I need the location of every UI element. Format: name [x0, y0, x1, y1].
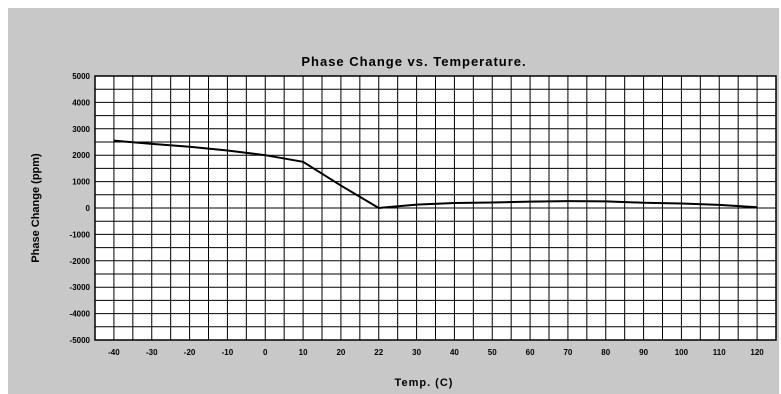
data-series	[113, 139, 758, 209]
y-tick-label: -2000	[70, 257, 91, 266]
x-tick-label: -30	[146, 348, 158, 357]
x-tick-label: 10	[299, 348, 308, 357]
x-tick-label: 80	[601, 348, 610, 357]
x-tick-labels: -40 -30 -20 -10 0 10 20 22 30 40 50 60 70 80 90 100 110 1…	[108, 348, 764, 357]
x-tick-label: 0	[263, 348, 268, 357]
x-tick-label: 30	[412, 348, 421, 357]
y-tick-label: -3000	[70, 283, 91, 292]
y-tick-label: -4000	[70, 310, 91, 319]
x-tick-label: 90	[639, 348, 648, 357]
y-axis-label: Phase Change (ppm)	[30, 153, 42, 263]
y-tick-label: 5000	[72, 72, 90, 81]
x-tick-label: 60	[526, 348, 535, 357]
grid-lines	[95, 76, 776, 340]
x-tick-label: 50	[488, 348, 497, 357]
x-axis-label: Temp. (C)	[395, 377, 454, 389]
x-tick-label: 100	[675, 348, 689, 357]
x-tick-label: 20	[336, 348, 345, 357]
y-tick-label: 0	[86, 204, 91, 213]
x-tick-label: 40	[450, 348, 459, 357]
x-tick-label: 110	[713, 348, 726, 357]
y-tick-labels: 5000 4000 3000 2000 1000 0 -1000 -2000 -3000 -400…	[70, 72, 91, 345]
y-tick-label: 1000	[72, 178, 90, 187]
chart-title: Phase Change vs. Temperature.	[301, 54, 526, 69]
x-tick-label: -10	[222, 348, 234, 357]
y-tick-label: -5000	[70, 336, 91, 345]
series-line	[113, 139, 758, 209]
x-tick-label: 22	[374, 348, 383, 357]
y-tick-label: 4000	[72, 98, 90, 107]
x-tick-label: -40	[108, 348, 120, 357]
y-tick-label: 2000	[72, 151, 90, 160]
y-tick-label: 3000	[72, 125, 90, 134]
x-tick-label: -20	[184, 348, 196, 357]
x-tick-label: 120	[750, 348, 764, 357]
x-tick-label: 70	[563, 348, 572, 357]
chart-panel: Phase Change vs. Temperature. 5000 4000 30…	[8, 8, 779, 394]
phase-change-chart: Phase Change vs. Temperature. 5000400030…	[30, 54, 777, 389]
y-tick-label: -1000	[70, 230, 91, 239]
